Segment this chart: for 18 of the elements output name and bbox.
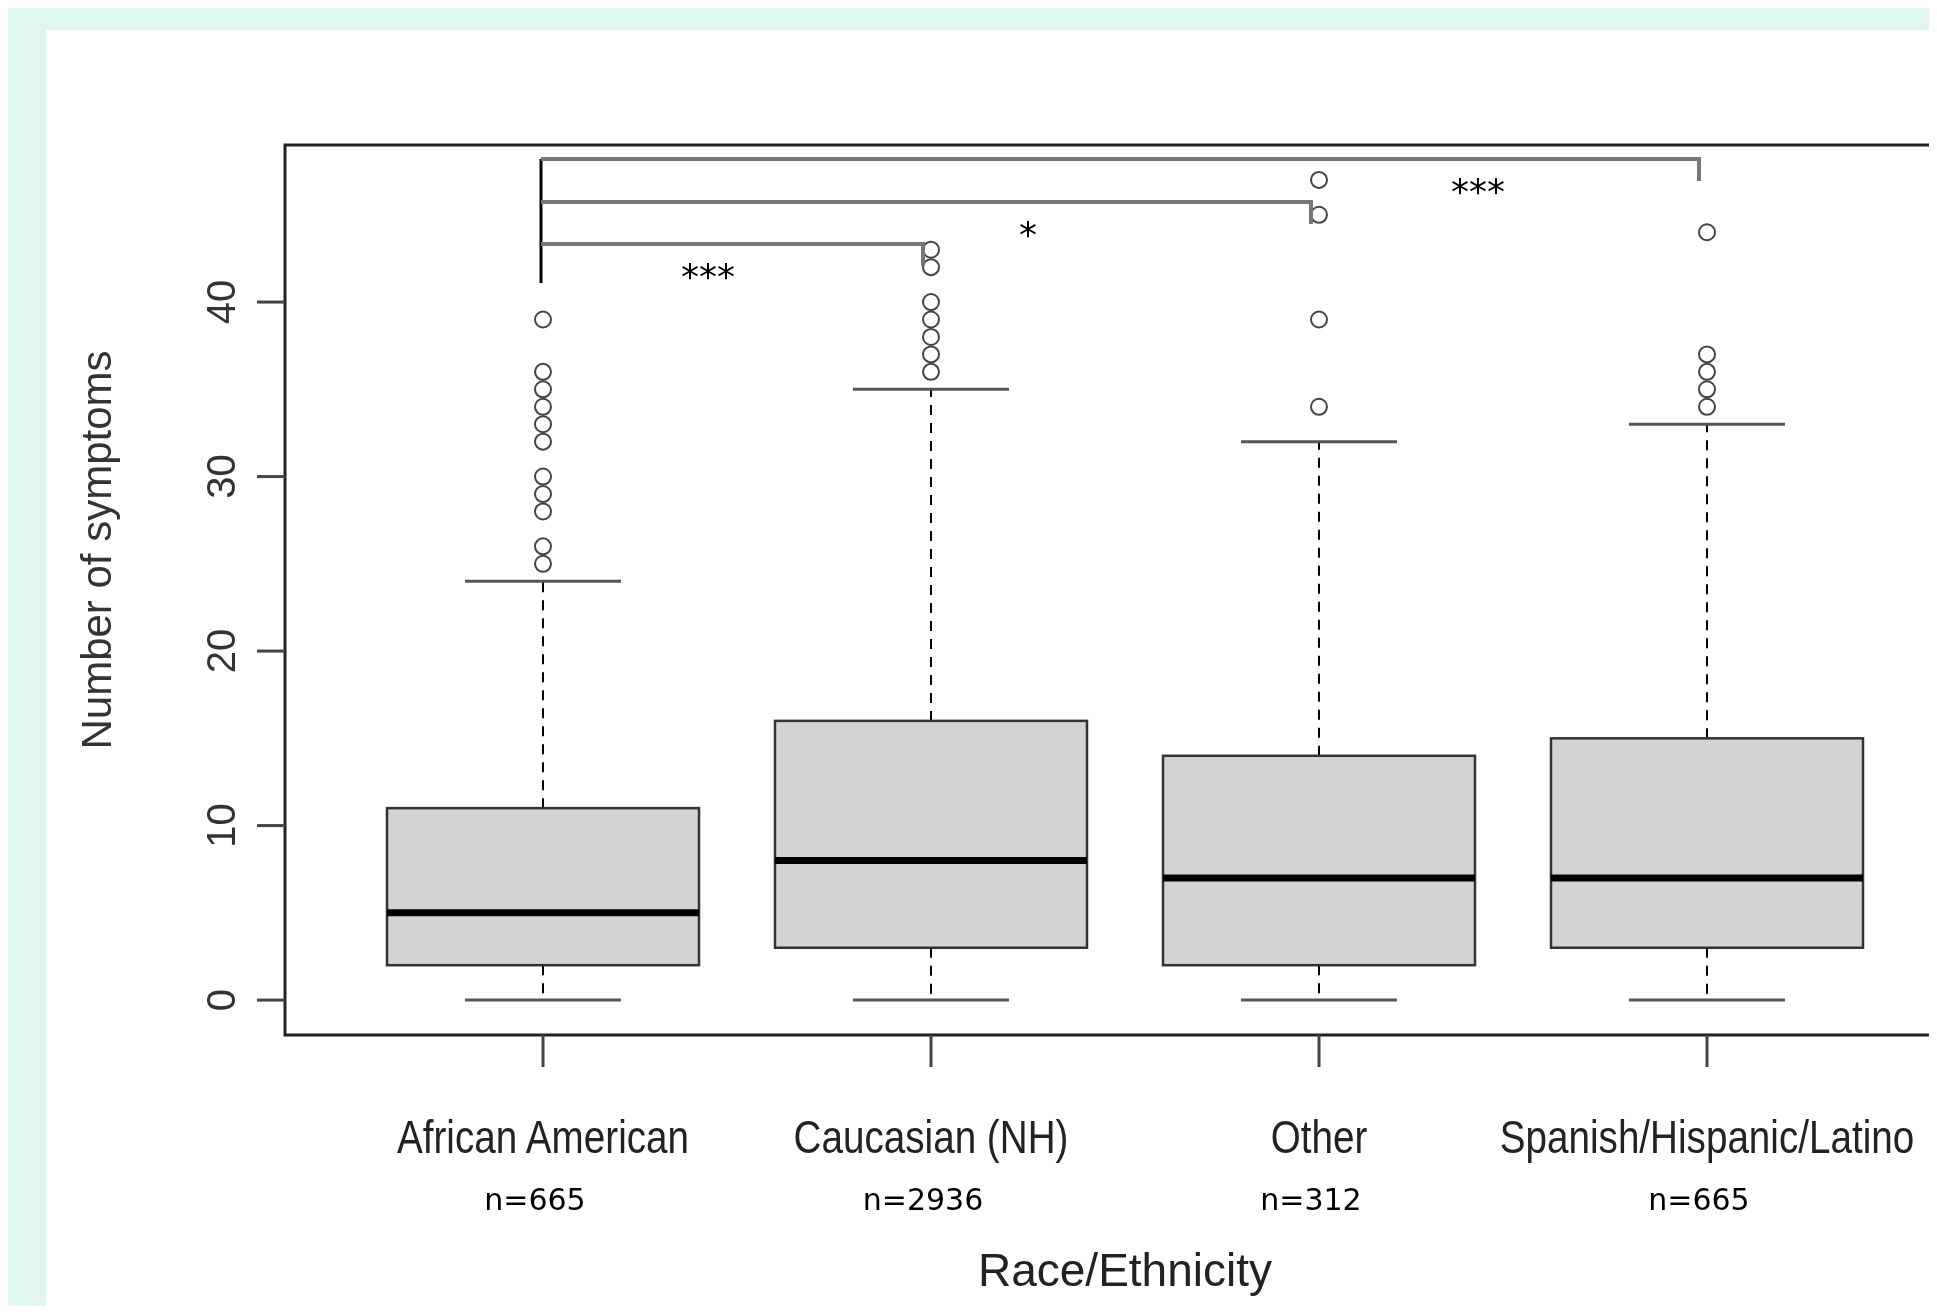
text: n=312	[1260, 1182, 1362, 1217]
x-tick-label: Other	[1270, 1111, 1368, 1163]
annotation: *	[1019, 214, 1037, 255]
text: n=665	[1648, 1182, 1750, 1217]
x-tick-label: African American	[397, 1111, 689, 1163]
y-tick-label: 0	[199, 988, 243, 1012]
text: n=2936	[862, 1182, 984, 1217]
x-axis-title: Race/Ethnicity	[977, 1244, 1273, 1296]
y-axis-title: Number of symptoms	[73, 350, 120, 750]
text: n=665	[484, 1182, 586, 1217]
annotation: ***	[1451, 171, 1505, 212]
annotation: ***	[681, 256, 735, 297]
x-tick-label: Spanish/Hispanic/Latino	[1499, 1111, 1915, 1163]
y-tick-label: 10	[199, 803, 243, 848]
y-tick-label: 20	[199, 628, 243, 674]
y-tick-label: 30	[199, 454, 243, 499]
x-tick-label: Caucasian (NH)	[793, 1111, 1069, 1163]
y-tick-label: 40	[199, 279, 243, 325]
